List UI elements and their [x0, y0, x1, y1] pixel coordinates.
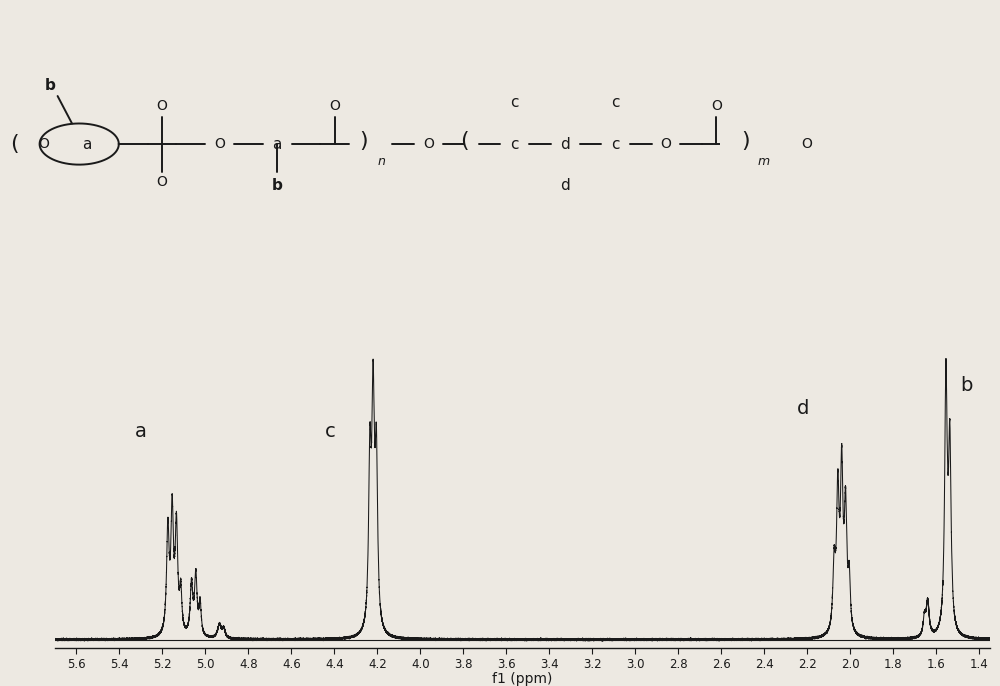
Text: O: O	[157, 175, 167, 189]
Text: d: d	[560, 178, 570, 193]
Text: c: c	[611, 95, 620, 110]
Text: a: a	[82, 137, 91, 152]
Text: b: b	[960, 376, 973, 394]
Text: O: O	[661, 137, 671, 151]
Text: O: O	[423, 137, 434, 151]
X-axis label: f1 (ppm): f1 (ppm)	[492, 672, 553, 686]
Text: c: c	[511, 95, 519, 110]
Text: O: O	[157, 99, 167, 113]
Text: O: O	[38, 137, 49, 151]
Text: c: c	[325, 422, 336, 441]
Text: c: c	[511, 137, 519, 152]
Text: (: (	[460, 130, 469, 151]
Text: a: a	[135, 422, 147, 441]
Text: O: O	[801, 137, 812, 151]
Text: c: c	[611, 137, 620, 152]
Text: b: b	[45, 78, 56, 93]
Text: ): )	[741, 130, 750, 151]
Text: b: b	[272, 178, 283, 193]
Text: O: O	[214, 137, 225, 151]
Text: O: O	[711, 99, 722, 113]
Text: (: (	[10, 134, 19, 154]
Text: O: O	[329, 99, 340, 113]
Text: a: a	[273, 137, 282, 152]
Text: n: n	[378, 155, 386, 167]
Text: ): )	[359, 130, 368, 151]
Text: m: m	[757, 155, 769, 167]
Text: d: d	[797, 399, 809, 418]
Text: d: d	[560, 137, 570, 152]
